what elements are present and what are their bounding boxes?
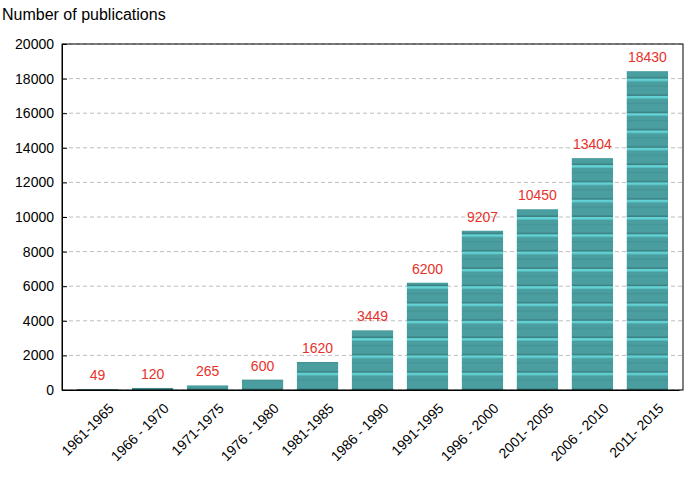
y-tick: 18000 bbox=[15, 71, 67, 87]
data-label: 6200 bbox=[412, 261, 443, 277]
y-tick-mark bbox=[62, 321, 67, 322]
bars bbox=[77, 71, 668, 390]
y-tick-mark bbox=[62, 44, 67, 45]
x-tick: 2006 - 2010 bbox=[547, 390, 611, 464]
y-tick-label: 12000 bbox=[15, 174, 54, 190]
y-tick-label: 10000 bbox=[15, 209, 54, 225]
x-tick-label: 1981-1985 bbox=[278, 400, 337, 459]
bar bbox=[407, 283, 448, 390]
x-tick: 1996 - 2000 bbox=[438, 390, 502, 464]
y-axis-title: Number of publications bbox=[2, 6, 166, 23]
y-tick-mark bbox=[62, 286, 67, 287]
bar bbox=[352, 330, 393, 390]
data-label: 120 bbox=[141, 366, 165, 382]
bar bbox=[242, 380, 283, 390]
x-tick: 1961-1965 bbox=[58, 390, 117, 459]
y-tick: 16000 bbox=[15, 105, 67, 121]
x-tick-label: 1976 - 1980 bbox=[218, 400, 282, 464]
bar bbox=[187, 385, 228, 390]
grid-line bbox=[62, 113, 683, 114]
data-label: 600 bbox=[251, 358, 275, 374]
data-label: 1620 bbox=[302, 340, 333, 356]
y-tick: 2000 bbox=[23, 347, 67, 363]
y-tick-mark bbox=[62, 252, 67, 253]
bar bbox=[297, 362, 338, 390]
y-tick-label: 16000 bbox=[15, 105, 54, 121]
x-tick: 1986 - 1990 bbox=[328, 390, 392, 464]
bar bbox=[517, 209, 558, 390]
data-label: 49 bbox=[90, 367, 106, 383]
x-tick: 1981-1985 bbox=[278, 390, 337, 459]
y-tick-label: 0 bbox=[46, 382, 54, 398]
y-tick: 10000 bbox=[15, 209, 67, 225]
y-tick-mark bbox=[62, 217, 67, 218]
x-tick-label: 1986 - 1990 bbox=[328, 400, 392, 464]
x-axis: 1961-19651966 - 19701971-19751976 - 1980… bbox=[58, 390, 679, 464]
y-tick-mark bbox=[62, 390, 67, 391]
x-tick-label: 1996 - 2000 bbox=[438, 400, 502, 464]
grid bbox=[62, 44, 683, 390]
x-tick: 1966 - 1970 bbox=[108, 390, 172, 464]
y-tick: 8000 bbox=[23, 244, 67, 260]
x-tick: 2001- 2005 bbox=[495, 390, 557, 461]
x-tick-label: 2011- 2015 bbox=[606, 400, 667, 461]
bar bbox=[627, 71, 668, 390]
x-tick-label: 1966 - 1970 bbox=[108, 400, 172, 464]
data-label: 13404 bbox=[573, 136, 612, 152]
y-tick-mark bbox=[62, 182, 67, 183]
data-label: 3449 bbox=[357, 308, 388, 324]
data-label: 18430 bbox=[628, 49, 667, 65]
x-tick: 2011- 2015 bbox=[606, 390, 667, 461]
y-tick-label: 20000 bbox=[15, 36, 54, 52]
x-tick-label: 2006 - 2010 bbox=[547, 400, 611, 464]
y-tick: 6000 bbox=[23, 278, 67, 294]
y-tick: 20000 bbox=[15, 36, 67, 52]
x-tick: 1976 - 1980 bbox=[218, 390, 282, 464]
y-tick-mark bbox=[62, 113, 67, 114]
y-tick: 14000 bbox=[15, 140, 67, 156]
bar bbox=[572, 158, 613, 390]
y-tick-mark bbox=[62, 148, 67, 149]
y-axis: 0 2000 4000 6000 8000 10000 12000 14000 16000 180… bbox=[15, 36, 67, 398]
x-tick: 1971-1975 bbox=[168, 390, 227, 459]
bar bbox=[462, 231, 503, 390]
y-tick-label: 2000 bbox=[23, 347, 54, 363]
data-label: 265 bbox=[196, 363, 220, 379]
y-tick-label: 6000 bbox=[23, 278, 54, 294]
y-tick-label: 4000 bbox=[23, 313, 54, 329]
x-tick-label: 1991-1995 bbox=[388, 400, 447, 459]
x-axis-line bbox=[67, 390, 680, 391]
y-tick: 12000 bbox=[15, 174, 67, 190]
data-label: 9207 bbox=[467, 209, 498, 225]
grid-line bbox=[62, 78, 683, 79]
y-tick-label: 8000 bbox=[23, 244, 54, 260]
x-tick-label: 1971-1975 bbox=[168, 400, 227, 459]
y-tick-mark bbox=[62, 355, 67, 356]
data-labels: 49 120 265 600 1620 3449 6200 9207 10450 13404 184… bbox=[90, 49, 667, 383]
x-tick: 1991-1995 bbox=[388, 390, 447, 459]
y-tick: 0 bbox=[46, 382, 67, 398]
y-tick-mark bbox=[62, 79, 67, 80]
y-tick-label: 18000 bbox=[15, 71, 54, 87]
data-label: 10450 bbox=[518, 187, 557, 203]
x-tick-label: 1961-1965 bbox=[58, 400, 117, 459]
y-tick: 4000 bbox=[23, 313, 67, 329]
plot-frame bbox=[62, 44, 683, 390]
y-tick-label: 14000 bbox=[15, 140, 54, 156]
